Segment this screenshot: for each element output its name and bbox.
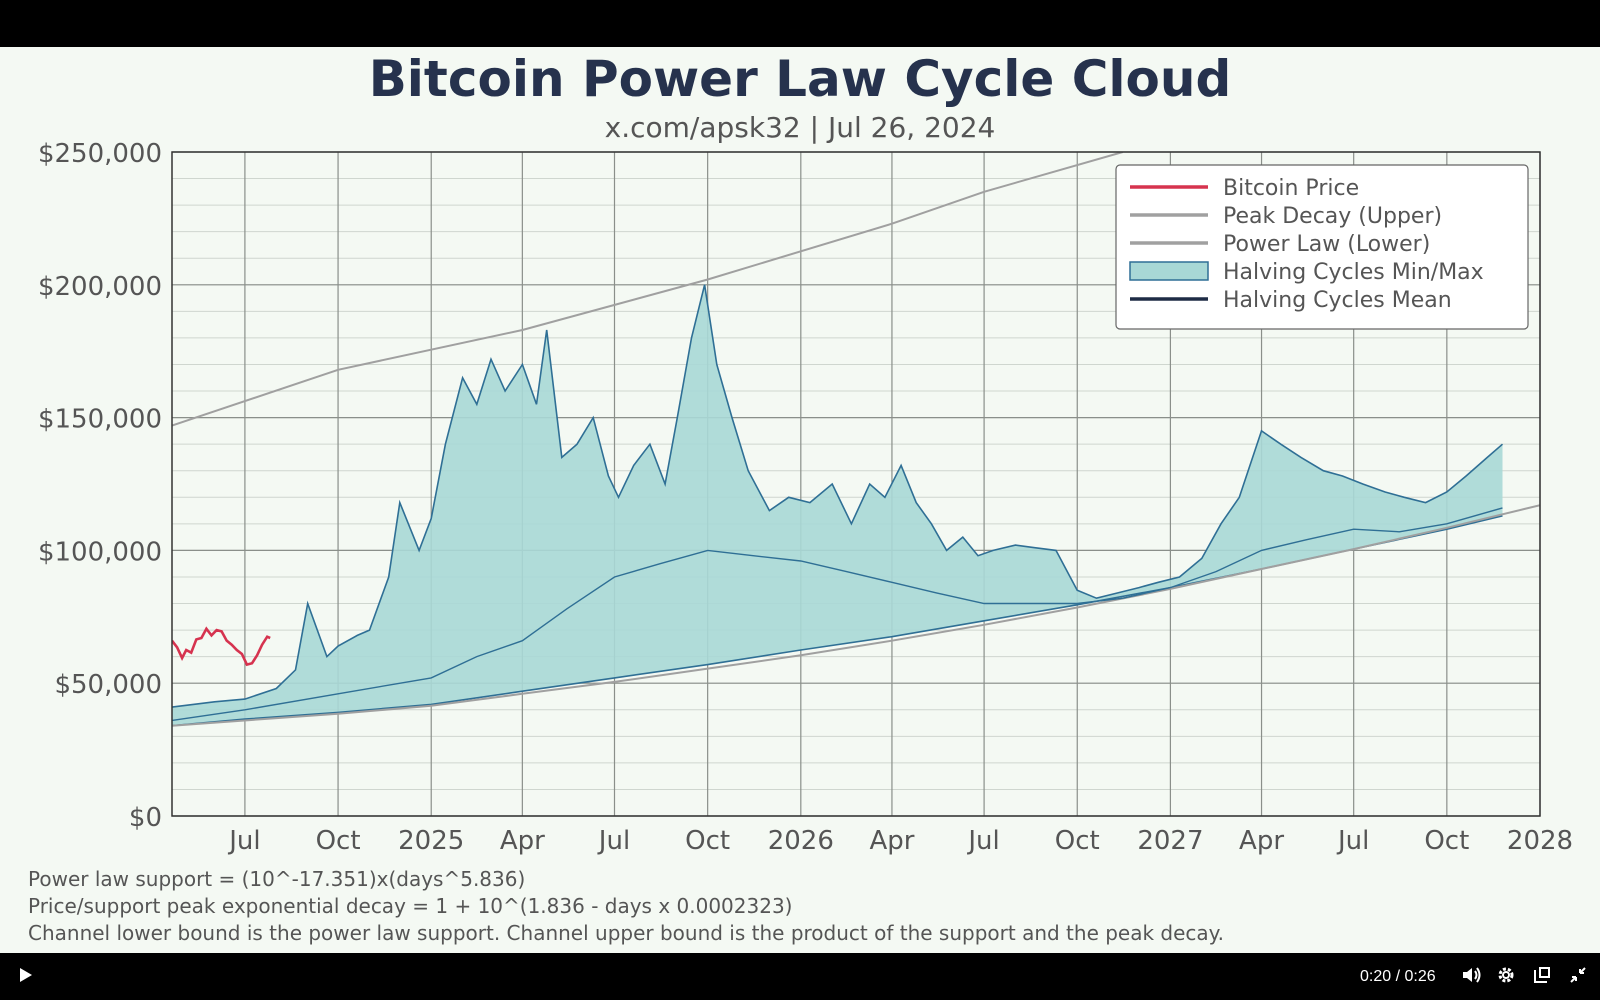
legend-swatch-min-max (1129, 261, 1209, 281)
halving-cycles-max-line (171, 284, 1504, 708)
halving-cycles-mean-line (172, 507, 1503, 722)
gear-icon (1496, 965, 1516, 989)
volume-button[interactable] (1456, 953, 1486, 1000)
y-tick-label: $100,000 (38, 537, 162, 567)
y-tick-label: $150,000 (38, 405, 162, 435)
lines-layer (172, 152, 1540, 727)
legend-label: Power Law (Lower) (1223, 232, 1430, 257)
x-tick-label: Oct (316, 826, 361, 856)
peak-decay-upper-line (172, 152, 1124, 427)
halving-cycles-min-max-area (172, 284, 1503, 726)
x-tick-label: Apr (500, 826, 545, 856)
footnote-support-formula: Power law support = (10^-17.351)x(days^5… (28, 867, 526, 891)
x-tick-label: Oct (1055, 826, 1100, 856)
power-law-lower-line (172, 504, 1540, 727)
x-tick-label: Oct (685, 826, 730, 856)
x-tick-label: Apr (1239, 826, 1284, 856)
play-button[interactable] (8, 953, 42, 1000)
footnote-decay-formula: Price/support peak exponential decay = 1… (28, 894, 793, 918)
video-controls: 0:20 / 0:26 (0, 953, 1600, 1000)
legend-box (1115, 164, 1529, 330)
miniplayer-button[interactable] (1527, 953, 1557, 1000)
play-icon (15, 965, 35, 989)
cloud-layer (171, 284, 1504, 727)
legend-label: Halving Cycles Min/Max (1223, 260, 1484, 285)
y-tick-label: $0 (129, 803, 162, 833)
chart-subtitle: x.com/apsk32 | Jul 26, 2024 (604, 111, 996, 144)
plot-frame (171, 151, 1541, 817)
volume-icon (1460, 964, 1482, 990)
legend-label: Peak Decay (Upper) (1223, 204, 1442, 229)
y-tick-label: $50,000 (54, 670, 162, 700)
exit-fullscreen-icon (1568, 965, 1588, 989)
legend-label: Bitcoin Price (1223, 176, 1359, 201)
exit-fullscreen-button[interactable] (1563, 953, 1593, 1000)
x-tick-label: Apr (869, 826, 914, 856)
footnote-channel-description: Channel lower bound is the power law sup… (28, 921, 1225, 945)
x-tick-label: Jul (227, 826, 260, 856)
x-tick-label: 2026 (768, 826, 834, 856)
x-tick-label: Oct (1424, 826, 1469, 856)
legend: Bitcoin Price Peak Decay (Upper) Power Law… (1115, 164, 1529, 330)
video-top-bar (0, 0, 1600, 47)
x-tick-label: 2027 (1137, 826, 1203, 856)
legend-label: Halving Cycles Mean (1223, 288, 1452, 313)
settings-button[interactable] (1491, 953, 1521, 1000)
y-axis: $0 $50,000 $100,000 $150,000 $200,000 $250,00… (38, 139, 162, 833)
miniplayer-icon (1532, 965, 1552, 989)
x-axis: Jul Oct 2025 Apr Jul Oct 2026 Apr Jul Oct 2027 Apr J… (227, 826, 1573, 856)
x-tick-label: Jul (966, 826, 999, 856)
chart-title: Bitcoin Power Law Cycle Cloud (368, 50, 1232, 108)
x-tick-label: Jul (1336, 826, 1369, 856)
x-tick-label: Jul (597, 826, 630, 856)
footnotes: Power law support = (10^-17.351)x(days^5… (28, 866, 1224, 947)
y-tick-label: $250,000 (38, 139, 162, 169)
y-tick-label: $200,000 (38, 272, 162, 302)
bitcoin-price-line (172, 626, 271, 667)
x-tick-label: 2028 (1507, 826, 1573, 856)
x-tick-label: 2025 (398, 826, 464, 856)
playback-time: 0:20 / 0:26 (1360, 968, 1436, 985)
